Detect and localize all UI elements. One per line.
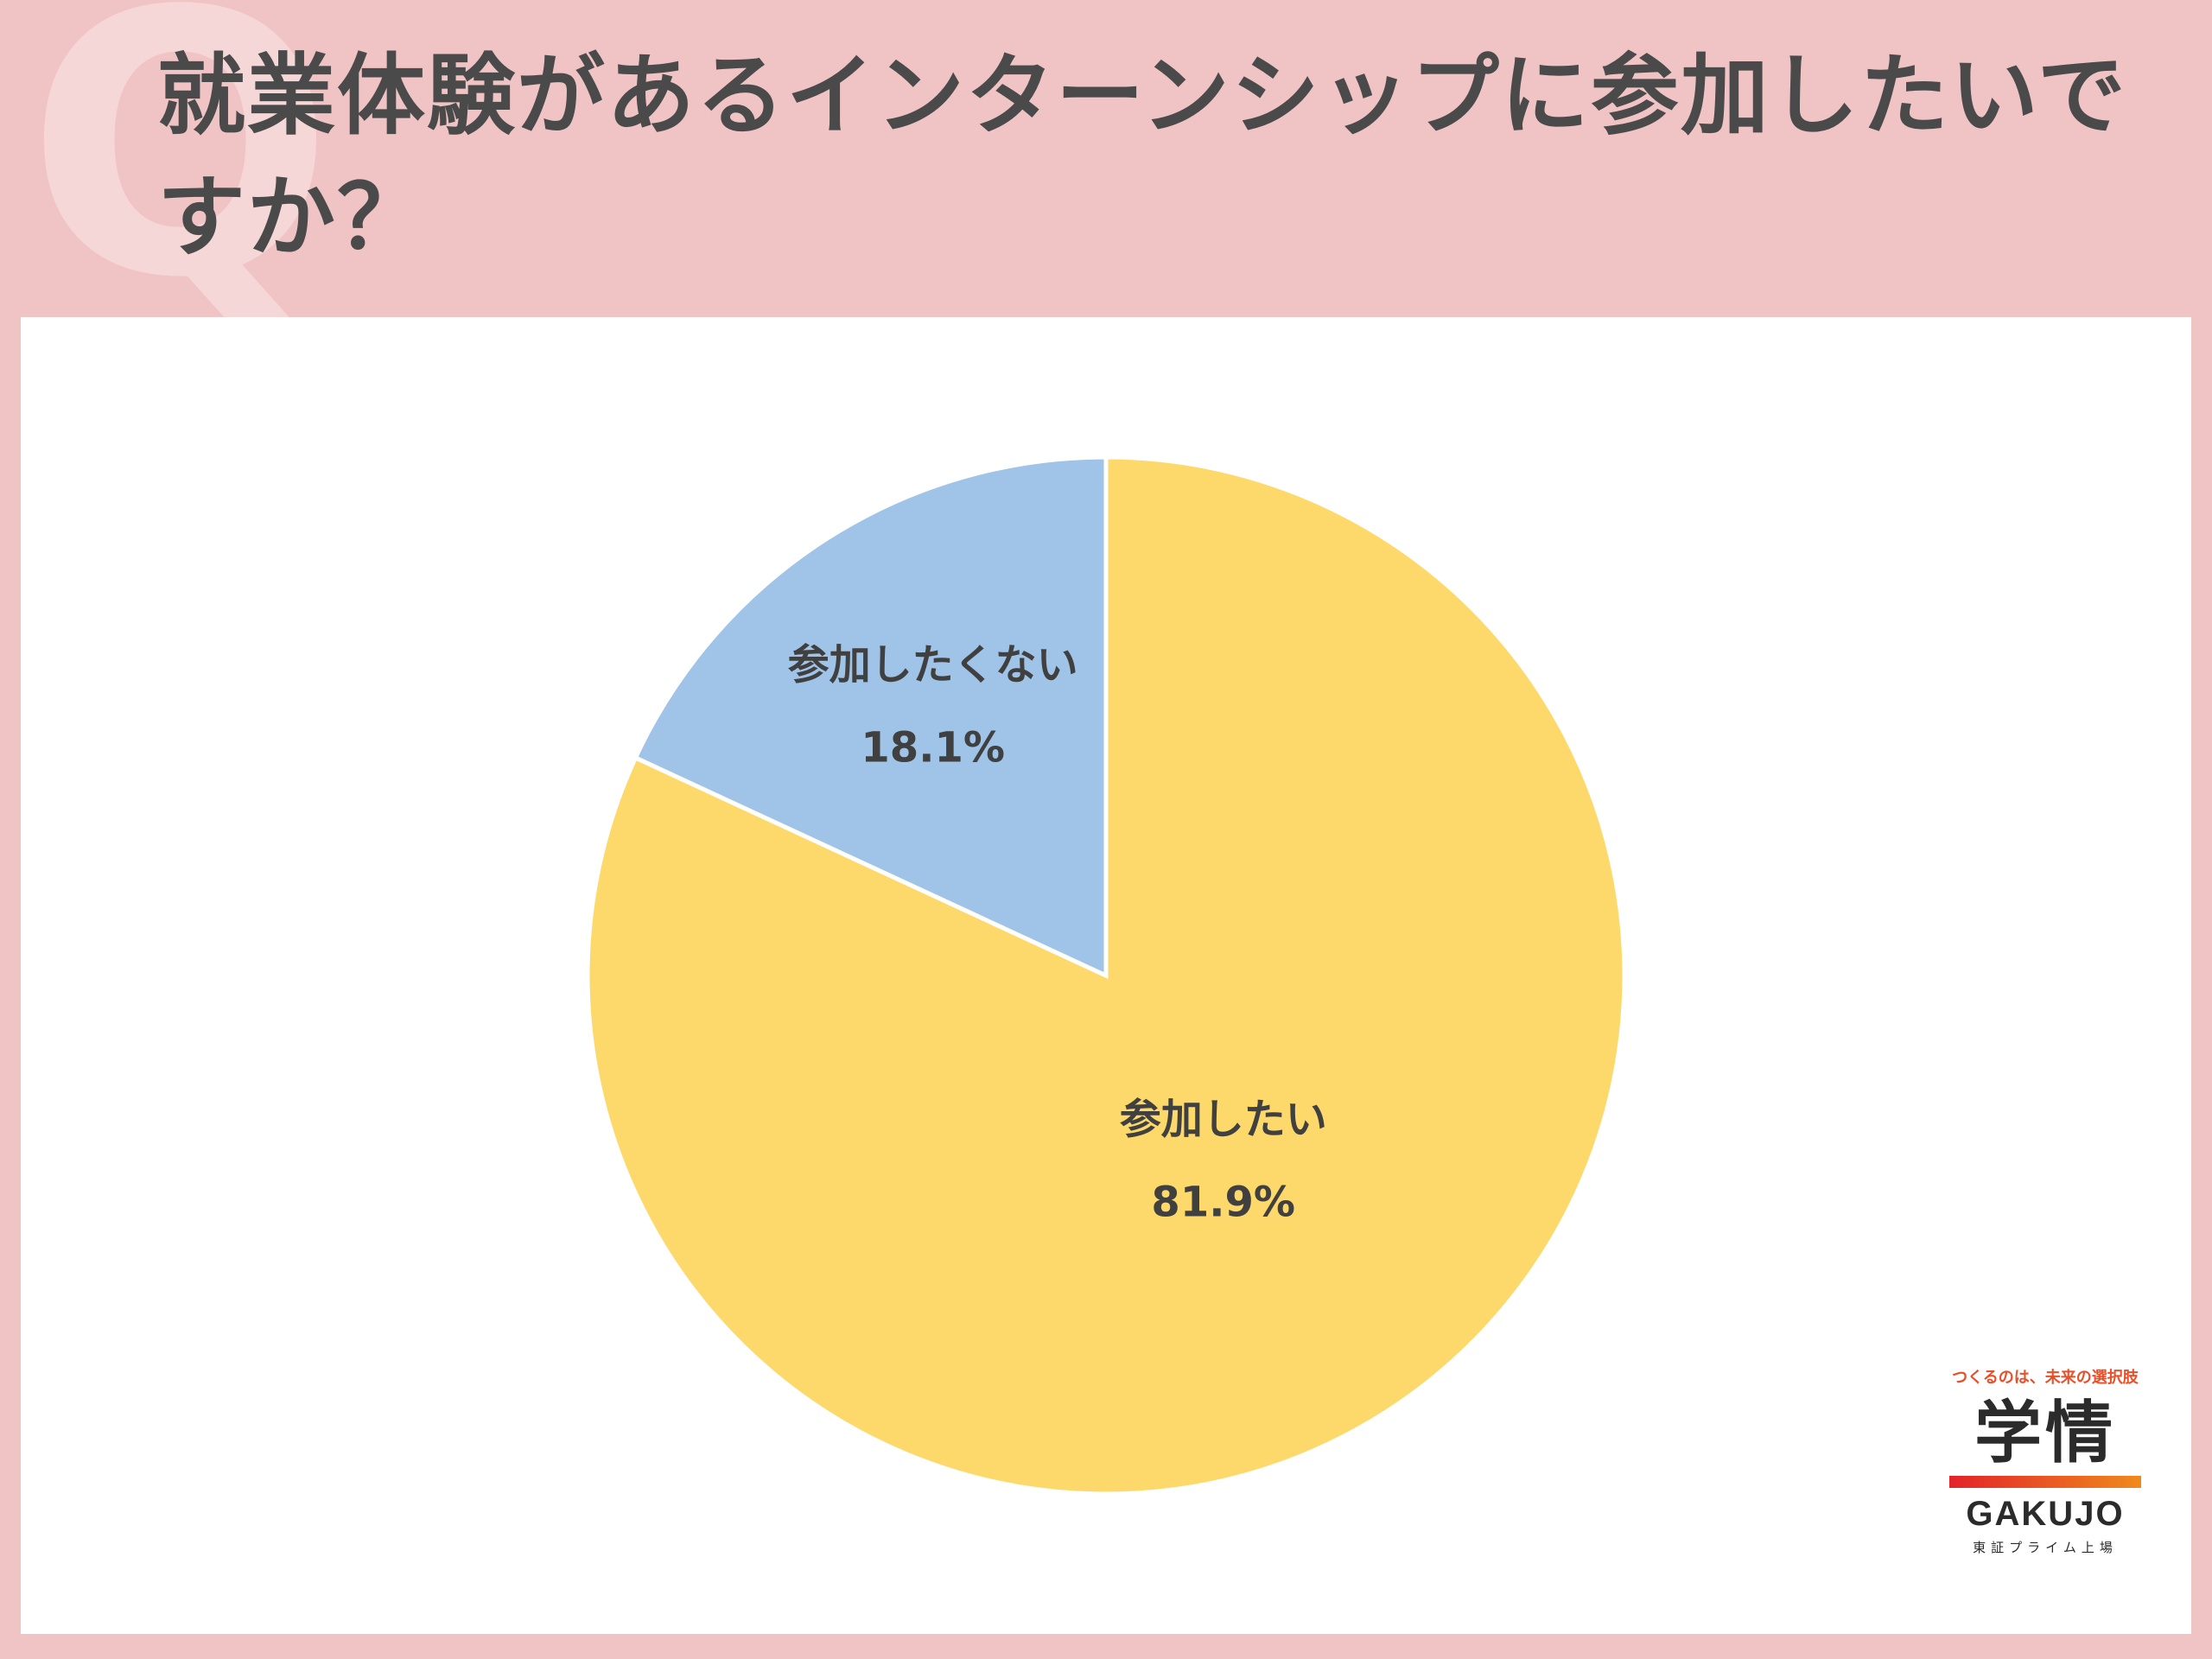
logo-tagline: つくるのは、未来の選択肢	[1952, 1369, 2139, 1387]
slice-value-label: 81.9%	[1151, 1178, 1295, 1226]
pie-labels: 参加したい 81.9% 参加したくない 18.1%	[788, 641, 1327, 1227]
chart-panel: 参加したい 81.9% 参加したくない 18.1%	[21, 317, 2191, 1634]
slice-category-label: 参加したい	[1120, 1095, 1327, 1143]
q-watermark: Q	[26, 0, 335, 358]
pie-slices	[585, 454, 1627, 1497]
slice-value-label: 18.1%	[861, 724, 1005, 772]
page-title: 就業体験があるインターンシップに参加したいですか？	[157, 45, 2127, 270]
slice-category-label: 参加したくない	[788, 641, 1078, 690]
pie-slice-2	[632, 454, 1109, 979]
logo-gradient-bar	[1949, 1476, 2141, 1488]
logo-listing: 東証プライム上場	[1973, 1540, 2118, 1555]
logo-kanji: 学情	[1974, 1395, 2116, 1472]
logo-latin: GAKUJO	[1966, 1495, 2125, 1533]
gakujo-logo: つくるのは、未来の選択肢 学情 GAKUJO 東証プライム上場	[1937, 1365, 2153, 1607]
pie-chart: 参加したい 81.9% 参加したくない 18.1%	[585, 454, 1627, 1497]
